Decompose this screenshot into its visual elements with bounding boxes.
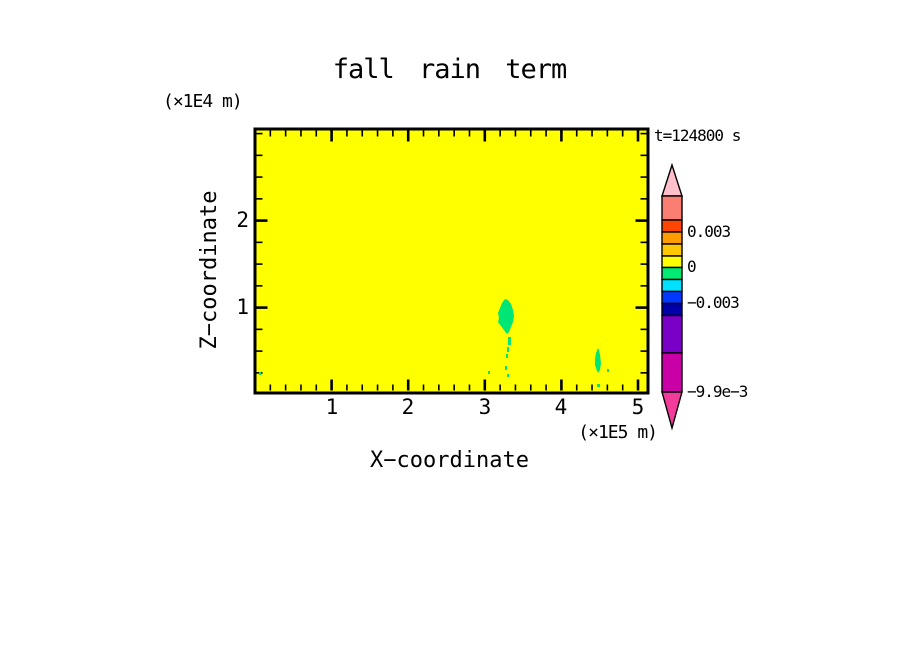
anomaly-speck [507,374,509,377]
colorbar-segment [661,255,683,269]
colorbar-label-pos003: 0.003 [687,222,731,241]
colorbar [661,162,683,431]
x-axis-title: X−coordinate [370,448,529,473]
colorbar-segment [661,302,683,317]
colorbar-segment [661,352,683,393]
colorbar-segment [661,195,683,221]
colorbar-label-neg003: −0.003 [687,293,740,312]
y-axis-unit: (×1E4 m) [163,91,243,112]
y-axis-title: Z−coordinate [197,190,222,350]
colorbar-label-min: −9.9e−3 [687,382,748,401]
colorbar-segment [661,278,683,293]
anomaly-speck [507,347,509,352]
colorbar-arrow-up [661,162,683,197]
anomaly-blob [498,299,514,334]
x-tick-label-4: 4 [554,395,568,419]
anomaly-sliver [595,348,601,373]
colorbar-segment [661,266,683,281]
anomaly-speck [506,354,508,358]
anomaly-speck [597,384,600,387]
anomaly-speck [607,369,609,372]
y-tick-label-2: 2 [236,208,249,232]
anomaly-speck [508,337,511,345]
x-tick-label-1: 1 [325,395,339,419]
y-tick-label-1: 1 [236,295,249,319]
colorbar-arrow-down [661,391,683,431]
anomaly-speck [488,371,490,374]
anomaly-speck [505,366,507,370]
field-background [253,127,650,395]
colorbar-segment [661,243,683,257]
anomaly-speck [259,372,261,375]
colorbar-segment [661,219,683,233]
colorbar-segment [661,290,683,305]
time-annotation: t=124800 s [654,126,741,145]
x-tick-label-2: 2 [401,395,415,419]
plot-area [253,127,650,395]
chart-title: fall rain term [332,54,568,85]
colorbar-segment [661,314,683,354]
x-tick-label-3: 3 [478,395,492,419]
colorbar-label-zero: 0 [687,257,697,276]
x-tick-label-5: 5 [631,395,645,419]
colorbar-segment [661,231,683,245]
x-axis-unit: (×1E5 m) [578,422,658,443]
